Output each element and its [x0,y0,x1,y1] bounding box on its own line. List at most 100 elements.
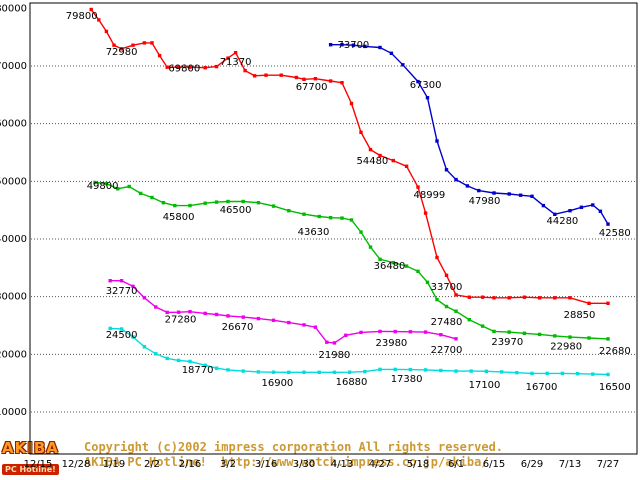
data-point-marker [439,333,443,337]
data-point-marker [173,203,177,208]
data-point-marker [252,74,257,78]
data-point-marker [176,358,181,363]
data-point-marker [302,370,306,374]
point-value-label: 49800 [87,181,119,192]
y-tick-label: 50000 [0,176,27,187]
y-tick-label: 20000 [0,349,27,360]
point-value-label: 32770 [106,286,138,297]
data-point-marker [416,185,420,189]
data-point-marker [507,192,511,196]
data-point-marker [568,296,572,300]
copyright-line-2: AKIBA PC Hotline! http://www.watch.impre… [84,455,489,469]
series-cyan-markers [108,326,610,377]
series-blue-markers [328,43,610,226]
point-value-label: 16880 [336,377,368,388]
data-point-marker [188,203,192,208]
data-point-marker [393,329,397,334]
x-tick-label: 7/13 [559,459,581,470]
data-point-marker [93,180,97,185]
data-point-marker [606,301,610,305]
data-point-marker [553,334,557,338]
data-point-marker [340,43,344,47]
data-point-marker [391,260,395,265]
point-value-label: 45800 [163,212,195,223]
data-point-marker [131,284,135,288]
data-point-marker [416,79,420,84]
data-point-marker [127,184,131,189]
data-point-marker [439,368,443,373]
x-tick-label: 12/15 [24,459,53,470]
data-point-marker [515,371,519,375]
data-point-marker [241,369,245,373]
data-point-marker [393,367,397,372]
data-point-marker [332,370,337,374]
data-point-marker [142,345,147,349]
y-tick-label: 70000 [0,61,27,72]
data-point-marker [150,41,154,45]
x-tick-label: 6/1 [448,459,464,470]
point-value-label: 48999 [413,190,445,201]
point-value-label: 18770 [182,365,214,376]
data-point-marker [203,363,207,367]
copyright-line-1: Copyright (c)2002 impress corporation Al… [84,440,504,454]
data-point-marker [287,370,291,374]
data-point-marker [530,371,534,376]
data-point-marker [401,63,405,67]
data-point-marker [271,318,276,322]
data-point-marker [537,296,542,300]
data-point-marker [541,203,546,208]
point-value-label: 17100 [469,380,501,391]
data-point-marker [150,195,154,200]
data-point-marker [484,369,489,373]
data-point-marker [119,327,124,331]
series-green-markers [93,180,610,341]
data-point-marker [119,47,124,51]
data-point-marker [313,325,318,329]
point-value-label: 16500 [599,382,631,393]
data-point-marker [332,341,337,345]
data-point-marker [591,372,595,376]
point-value-label: 42580 [599,228,631,239]
x-tick-label: 4/27 [369,459,391,470]
data-point-marker [467,318,471,322]
data-point-marker [545,371,549,376]
data-point-marker [203,66,207,70]
point-value-label: 23980 [375,338,407,349]
data-point-marker [256,201,261,205]
data-point-marker [226,368,230,372]
data-point-marker [214,64,219,69]
data-point-marker [287,320,291,325]
data-point-marker [587,336,591,340]
data-point-marker [157,53,162,58]
data-point-marker [408,367,413,372]
data-point-marker [138,191,143,196]
data-point-marker [119,279,124,283]
data-point-marker [389,51,394,55]
data-point-marker [214,200,219,204]
data-point-marker [340,216,344,220]
data-point-marker [368,147,373,152]
data-point-marker [467,295,471,299]
point-value-label: 16900 [261,378,293,389]
data-point-marker [423,211,428,215]
data-point-marker [271,370,276,374]
data-point-marker [214,312,219,317]
data-point-marker [203,201,207,205]
point-value-label: 46500 [220,205,252,216]
point-value-label: 26670 [222,322,254,333]
data-point-marker [359,130,363,134]
data-point-marker [241,315,245,319]
point-value-label: 54480 [356,156,388,167]
data-point-marker [568,335,572,339]
x-tick-label: 12/28 [62,459,91,470]
data-point-marker [591,203,595,207]
data-point-marker [256,370,261,374]
plot-frame [29,2,638,455]
data-point-marker [317,370,321,374]
point-value-label: 24500 [106,330,138,341]
y-tick-label: 30000 [0,292,27,303]
data-point-marker [606,372,610,377]
data-point-marker [241,199,245,204]
